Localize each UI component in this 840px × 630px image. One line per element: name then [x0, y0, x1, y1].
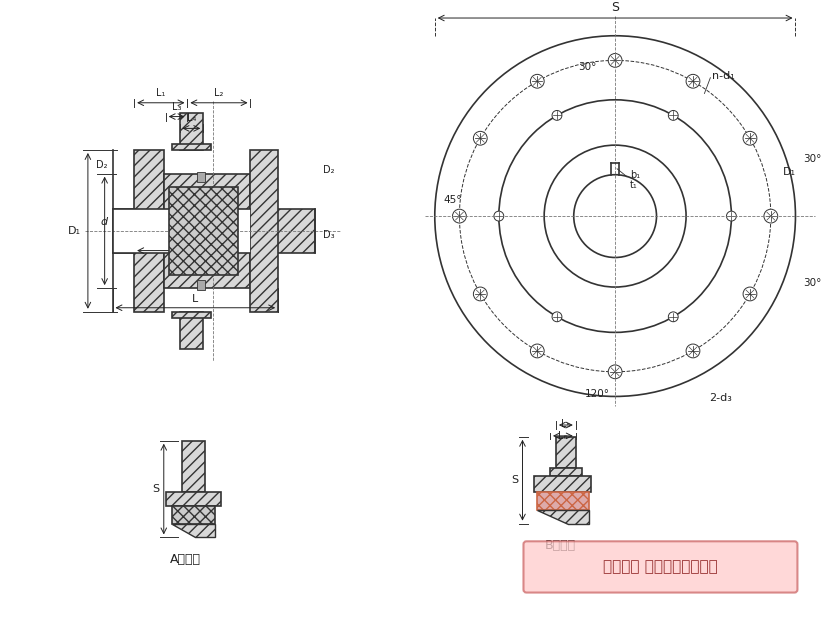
- Circle shape: [494, 211, 504, 221]
- Text: 30°: 30°: [803, 154, 822, 164]
- Circle shape: [608, 54, 622, 67]
- Circle shape: [474, 131, 487, 145]
- Text: 30°: 30°: [803, 278, 822, 288]
- Text: 30°: 30°: [579, 62, 596, 72]
- FancyBboxPatch shape: [523, 541, 797, 593]
- Bar: [250, 150, 278, 312]
- Text: t₁: t₁: [630, 180, 638, 190]
- Text: S: S: [512, 475, 518, 485]
- Text: D₁: D₁: [68, 226, 81, 236]
- Bar: [171, 506, 215, 524]
- Circle shape: [530, 344, 544, 358]
- Circle shape: [552, 312, 562, 322]
- Circle shape: [686, 74, 700, 88]
- Text: L₃: L₃: [172, 101, 181, 112]
- Circle shape: [530, 74, 544, 88]
- Text: L₂: L₂: [214, 88, 223, 98]
- Circle shape: [669, 312, 678, 322]
- Text: D₂: D₂: [96, 160, 108, 169]
- Text: 版权所有 侵权必被严厉追究: 版权所有 侵权必被严厉追究: [603, 559, 718, 575]
- Circle shape: [435, 36, 795, 396]
- Text: L: L: [192, 294, 198, 304]
- Text: A型结构: A型结构: [170, 553, 201, 566]
- Bar: [169, 186, 238, 275]
- Bar: [113, 209, 250, 253]
- Text: D₃: D₃: [323, 230, 335, 240]
- Text: S: S: [153, 484, 160, 494]
- Bar: [113, 209, 166, 253]
- Text: D₁: D₁: [783, 167, 795, 177]
- Circle shape: [764, 209, 778, 223]
- Bar: [164, 174, 250, 288]
- Text: B型结构: B型结构: [544, 539, 575, 553]
- Bar: [197, 172, 205, 181]
- Text: b₁: b₁: [630, 169, 640, 180]
- Circle shape: [743, 287, 757, 301]
- Text: S: S: [612, 1, 619, 14]
- Text: 120°: 120°: [585, 389, 610, 399]
- Circle shape: [608, 365, 622, 379]
- Text: L₆: L₆: [559, 431, 568, 441]
- Circle shape: [552, 110, 562, 120]
- Circle shape: [544, 145, 686, 287]
- Bar: [181, 441, 205, 492]
- Bar: [197, 280, 205, 290]
- Bar: [171, 144, 211, 150]
- Bar: [538, 492, 589, 510]
- Circle shape: [453, 209, 466, 223]
- Polygon shape: [538, 510, 589, 524]
- Bar: [534, 476, 591, 492]
- Text: D₂: D₂: [323, 165, 335, 175]
- Text: L₅: L₅: [561, 419, 570, 429]
- Text: e: e: [175, 236, 182, 246]
- Text: 45°: 45°: [444, 195, 462, 205]
- Bar: [550, 468, 581, 476]
- Bar: [134, 150, 164, 312]
- Text: n-d₁: n-d₁: [712, 71, 735, 81]
- Bar: [171, 312, 211, 318]
- Bar: [556, 437, 575, 468]
- Circle shape: [574, 175, 657, 258]
- Circle shape: [686, 344, 700, 358]
- Bar: [180, 312, 203, 349]
- Circle shape: [727, 211, 737, 221]
- Text: L₄: L₄: [186, 113, 196, 123]
- Text: d: d: [101, 217, 108, 227]
- Text: 2-d₃: 2-d₃: [709, 392, 732, 403]
- Circle shape: [743, 131, 757, 145]
- Circle shape: [669, 110, 678, 120]
- Bar: [250, 209, 314, 253]
- Bar: [180, 113, 203, 150]
- Polygon shape: [171, 524, 215, 537]
- Bar: [165, 492, 221, 506]
- Text: L₁: L₁: [156, 88, 165, 98]
- Circle shape: [474, 287, 487, 301]
